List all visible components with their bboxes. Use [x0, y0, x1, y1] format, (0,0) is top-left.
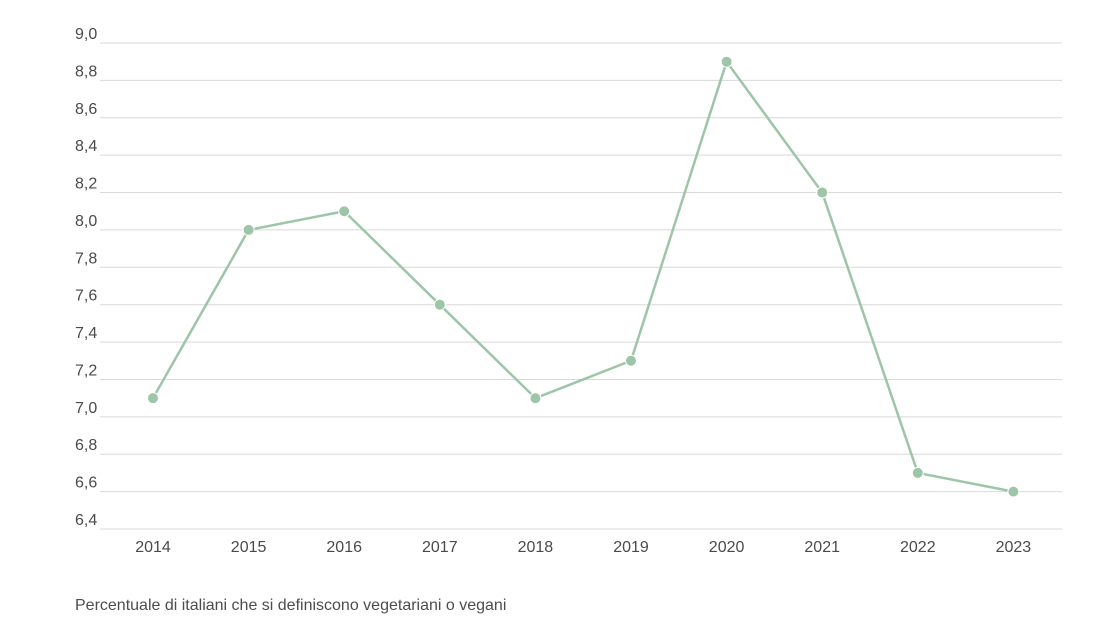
data-point[interactable] [625, 354, 637, 367]
x-tick-label: 2022 [900, 539, 936, 556]
y-tick-label: 8,2 [75, 176, 97, 193]
y-tick-label: 9,0 [75, 26, 97, 43]
data-point[interactable] [816, 186, 829, 199]
x-tick-label: 2020 [709, 539, 745, 556]
data-point[interactable] [147, 392, 159, 405]
y-axis-ticks: 6,4 6,6 6,8 7,0 7,2 7,4 7,6 7,8 8,0 8,2 8,4 8,6 8,8 9… [75, 26, 97, 529]
data-point[interactable] [338, 205, 351, 218]
x-tick-label: 2018 [518, 539, 554, 556]
x-tick-label: 2016 [326, 539, 362, 556]
data-point[interactable] [242, 223, 255, 236]
y-tick-label: 6,8 [75, 437, 97, 454]
series-points [147, 55, 1020, 498]
data-point[interactable] [433, 298, 446, 311]
y-tick-label: 7,4 [75, 325, 97, 342]
x-tick-label: 2019 [613, 539, 649, 556]
series-line [151, 60, 1014, 493]
x-tick-label: 2023 [996, 539, 1032, 556]
x-tick-label: 2014 [135, 539, 171, 556]
y-tick-label: 8,4 [75, 138, 97, 155]
data-point[interactable] [720, 55, 733, 68]
x-axis-ticks: 2014 2015 2016 2017 2018 2019 2020 2021 2022 2023 [135, 539, 1031, 556]
x-tick-label: 2015 [231, 539, 267, 556]
x-tick-label: 2017 [422, 539, 458, 556]
y-tick-label: 6,4 [75, 512, 97, 529]
data-point[interactable] [529, 392, 542, 405]
y-tick-label: 8,6 [75, 101, 97, 118]
x-tick-label: 2021 [804, 539, 840, 556]
y-tick-label: 6,6 [75, 475, 97, 492]
series-line-layer [151, 60, 1014, 493]
y-tick-label: 7,8 [75, 250, 97, 267]
y-tick-label: 8,0 [75, 213, 97, 230]
y-tick-label: 8,8 [75, 63, 97, 80]
y-tick-label: 7,0 [75, 400, 97, 417]
data-point[interactable] [911, 466, 924, 479]
y-tick-label: 7,6 [75, 288, 97, 305]
gridlines [100, 42, 1062, 530]
chart-caption: Percentuale di italiani che si definisco… [75, 597, 507, 614]
y-tick-label: 7,2 [75, 362, 97, 379]
data-point[interactable] [1007, 485, 1020, 498]
